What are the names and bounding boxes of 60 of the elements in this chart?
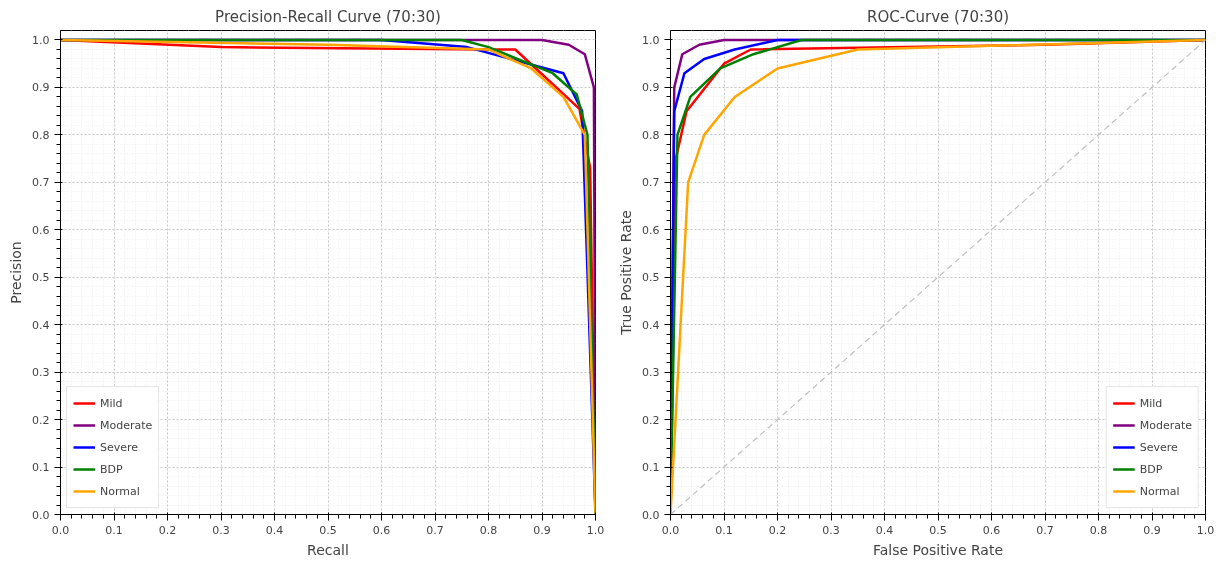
x-tick-label: 0.2 xyxy=(158,523,177,537)
x-axis-title: False Positive Rate xyxy=(872,541,1004,558)
x-tick-label: 0.8 xyxy=(1089,523,1108,537)
legend-label: Mild xyxy=(100,396,123,410)
y-tick-label: 0.1 xyxy=(32,461,50,475)
y-tick-label: 0.0 xyxy=(32,508,50,522)
x-tick-label: 0.3 xyxy=(822,523,840,537)
y-tick-label: 0.3 xyxy=(32,366,50,380)
x-tick-label: 0.8 xyxy=(479,523,498,537)
y-tick-label: 0.2 xyxy=(642,413,660,427)
x-tick-label: 0.7 xyxy=(1036,523,1054,537)
x-tick-label: 0.4 xyxy=(265,523,284,537)
x-tick-label: 0.6 xyxy=(372,523,391,537)
y-tick-label: 0.3 xyxy=(642,366,660,380)
x-tick-label: 1.0 xyxy=(586,523,605,537)
x-tick-label: 0.0 xyxy=(661,523,680,537)
x-tick-label: 0.1 xyxy=(105,523,123,537)
x-tick-label: 0.2 xyxy=(768,523,787,537)
legend-label: Severe xyxy=(1139,440,1178,454)
y-tick-label: 0.0 xyxy=(642,508,660,522)
x-tick-label: 0.1 xyxy=(715,523,733,537)
legend-label: Moderate xyxy=(100,418,153,432)
y-tick-label: 0.7 xyxy=(32,176,50,190)
y-tick-label: 0.4 xyxy=(32,318,50,332)
x-tick-label: 0.5 xyxy=(319,523,337,537)
x-tick-label: 0.3 xyxy=(212,523,230,537)
y-tick-label: 0.1 xyxy=(642,461,660,475)
legend-label: BDP xyxy=(1139,462,1163,476)
chart-title: Precision-Recall Curve (70:30) xyxy=(215,7,441,26)
y-tick-label: 0.5 xyxy=(32,271,50,285)
y-tick-label: 0.9 xyxy=(642,81,660,95)
x-tick-label: 0.6 xyxy=(982,523,1001,537)
legend-label: Normal xyxy=(100,484,140,498)
y-tick-label: 0.8 xyxy=(642,128,660,142)
legend-label: Mild xyxy=(1139,396,1163,410)
y-tick-label: 0.7 xyxy=(642,176,660,190)
y-tick-label: 0.4 xyxy=(642,318,660,332)
legend-label: Normal xyxy=(1139,484,1180,498)
chart-title: ROC-Curve (70:30) xyxy=(866,7,1010,26)
x-tick-label: 0.7 xyxy=(426,523,444,537)
y-tick-label: 0.9 xyxy=(32,81,50,95)
x-tick-label: 0.9 xyxy=(533,523,551,537)
x-tick-label: 0.5 xyxy=(929,523,947,537)
y-tick-label: 0.6 xyxy=(32,223,50,237)
x-tick-label: 0.0 xyxy=(51,523,70,537)
y-tick-label: 1.0 xyxy=(32,33,50,47)
x-axis-title: Recall xyxy=(307,541,349,558)
y-axis-title: True Positive Rate xyxy=(618,210,635,336)
legend-label: Moderate xyxy=(1139,418,1192,432)
x-tick-label: 1.0 xyxy=(1196,523,1215,537)
x-tick-label: 0.4 xyxy=(875,523,894,537)
y-tick-label: 0.2 xyxy=(32,413,50,427)
y-tick-label: 0.8 xyxy=(32,128,50,142)
y-tick-label: 0.5 xyxy=(642,271,660,285)
y-tick-label: 0.6 xyxy=(642,223,660,237)
legend-label: Severe xyxy=(100,440,139,454)
legend-label: BDP xyxy=(100,462,123,476)
y-axis-title: Precision xyxy=(8,241,25,304)
x-tick-label: 0.9 xyxy=(1143,523,1161,537)
y-tick-label: 1.0 xyxy=(642,33,660,47)
